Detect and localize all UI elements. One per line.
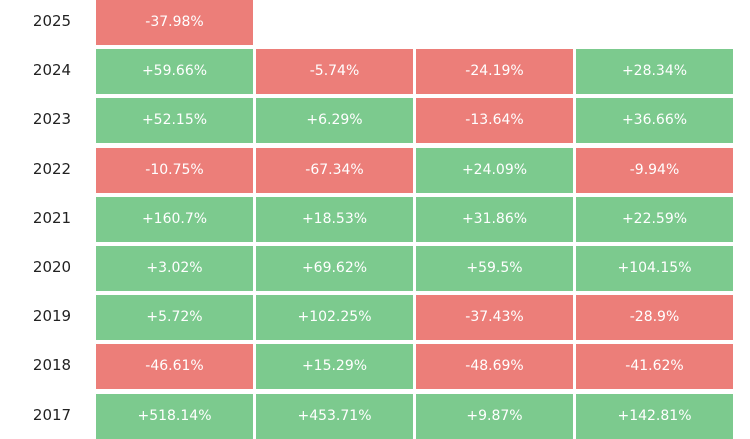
year-label: 2019 bbox=[32, 307, 72, 326]
year-label: 2018 bbox=[32, 356, 72, 375]
return-cell: +142.81% bbox=[576, 393, 733, 439]
return-cell: +160.7% bbox=[96, 196, 253, 242]
returns-table: 2025 -37.98% 2024 +59.66% -5.74% -24.19% +28.3… bbox=[32, 0, 733, 439]
return-cell: +5.72% bbox=[96, 295, 253, 341]
year-label: 2022 bbox=[32, 159, 72, 178]
return-cell: +518.14% bbox=[96, 393, 253, 439]
return-cell: -10.75% bbox=[96, 147, 253, 193]
year-label: 2025 bbox=[32, 12, 72, 30]
return-cell: -24.19% bbox=[416, 49, 573, 95]
return-cell: +31.86% bbox=[416, 196, 573, 242]
year-label: 2024 bbox=[32, 61, 72, 80]
return-cell: +22.59% bbox=[576, 196, 733, 242]
return-cell: +6.29% bbox=[256, 98, 413, 144]
return-cell: +9.87% bbox=[416, 393, 573, 439]
return-cell: +3.02% bbox=[96, 246, 253, 291]
return-cell: +102.25% bbox=[256, 295, 413, 341]
return-cell: +36.66% bbox=[576, 98, 733, 144]
return-cell: -37.98% bbox=[96, 0, 253, 45]
return-cell: -28.9% bbox=[576, 295, 733, 341]
return-cell: -67.34% bbox=[256, 147, 413, 193]
return-cell: -5.74% bbox=[256, 49, 413, 95]
year-label: 2023 bbox=[32, 110, 72, 129]
return-cell: +52.15% bbox=[96, 98, 253, 144]
return-cell: +453.71% bbox=[256, 393, 413, 439]
return-cell: +104.15% bbox=[576, 246, 733, 291]
return-cell: -13.64% bbox=[416, 98, 573, 144]
return-cell: +24.09% bbox=[416, 147, 573, 193]
return-cell: +18.53% bbox=[256, 196, 413, 242]
return-cell: -48.69% bbox=[416, 344, 573, 390]
return-cell: +69.62% bbox=[256, 246, 413, 291]
return-cell: +28.34% bbox=[576, 49, 733, 95]
return-cell: +59.66% bbox=[96, 49, 253, 95]
return-cell: -37.43% bbox=[416, 295, 573, 341]
year-label: 2020 bbox=[32, 258, 72, 276]
return-cell: +15.29% bbox=[256, 344, 413, 390]
year-label: 2017 bbox=[32, 405, 72, 424]
return-cell: -46.61% bbox=[96, 344, 253, 390]
return-cell: -41.62% bbox=[576, 344, 733, 390]
return-cell: -9.94% bbox=[576, 147, 733, 193]
return-cell: +59.5% bbox=[416, 246, 573, 291]
year-label: 2021 bbox=[32, 208, 72, 227]
